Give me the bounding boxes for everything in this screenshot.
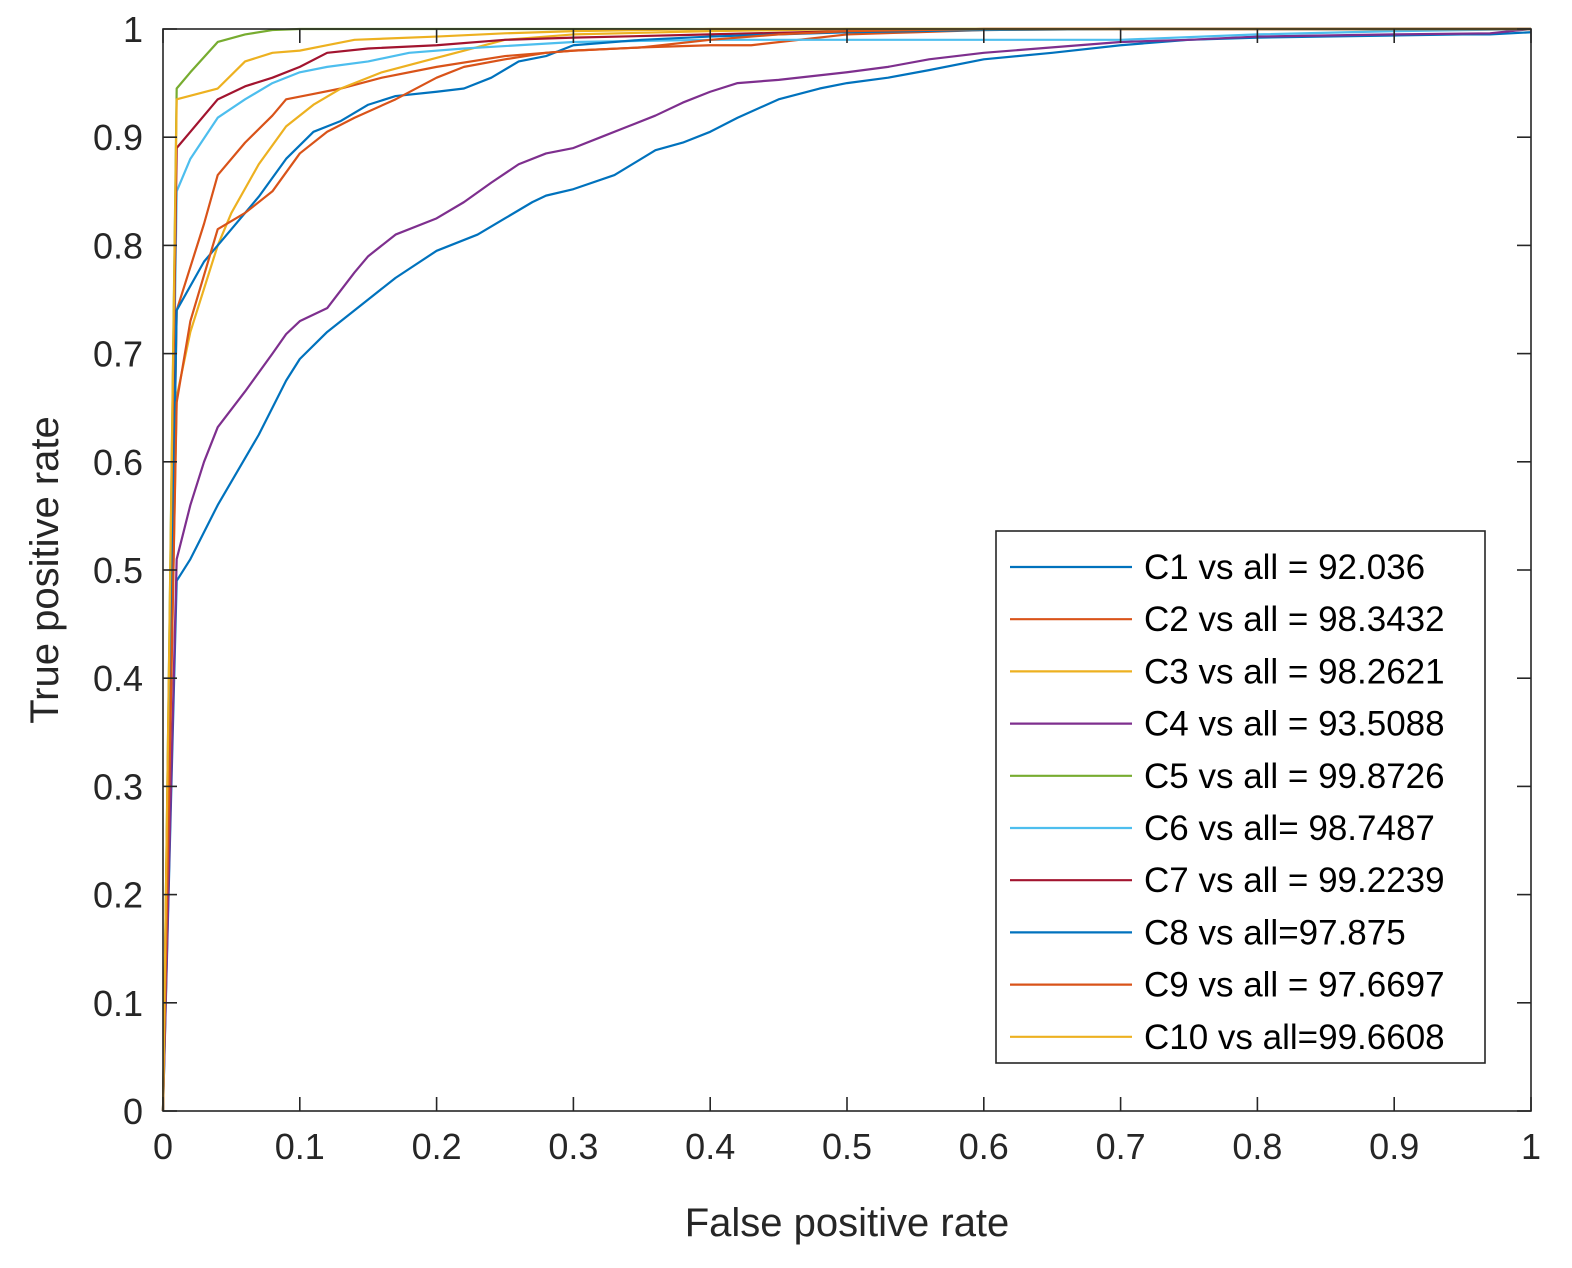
series-line-c2 [161, 27, 1531, 1112]
x-axis-label: False positive rate [685, 1201, 1010, 1245]
x-tick-label: 0 [153, 1126, 173, 1167]
x-tick-label: 0.5 [822, 1126, 872, 1167]
series-line-c9 [161, 27, 1531, 1112]
y-tick-label: 0 [123, 1091, 143, 1132]
y-tick-label: 0.8 [93, 225, 143, 266]
series-line-c7 [161, 27, 1531, 1112]
x-tick-label: 0.6 [959, 1126, 1009, 1167]
legend-label-c5: C5 vs all = 99.8726 [1144, 757, 1445, 796]
legend-label-c2: C2 vs all = 98.3432 [1144, 600, 1445, 639]
legend-label-c6: C6 vs all= 98.7487 [1144, 809, 1435, 848]
x-tick-label: 0.3 [548, 1126, 598, 1167]
legend-label-c9: C9 vs all = 97.6697 [1144, 966, 1445, 1005]
y-tick-label: 0.4 [93, 658, 143, 699]
legend-label-c7: C7 vs all = 99.2239 [1144, 861, 1445, 900]
legend-label-c3: C3 vs all = 98.2621 [1144, 652, 1445, 691]
x-tick-label: 0.8 [1232, 1126, 1282, 1167]
legend-label-c8: C8 vs all=97.875 [1144, 913, 1406, 952]
x-tick-label: 1 [1521, 1126, 1541, 1167]
x-tick-label: 0.4 [685, 1126, 735, 1167]
x-tick-label: 0.9 [1369, 1126, 1419, 1167]
y-tick-label: 0.7 [93, 334, 143, 375]
series-line-c4 [161, 27, 1532, 1112]
x-tick-label: 0.1 [275, 1126, 325, 1167]
legend-label-c1: C1 vs all = 92.036 [1144, 548, 1425, 587]
y-tick-label: 1 [123, 9, 143, 50]
x-tick-label: 0.2 [412, 1126, 462, 1167]
y-tick-label: 0.6 [93, 442, 143, 483]
y-tick-label: 0.9 [93, 117, 143, 158]
series-line-c3 [161, 27, 1531, 1112]
y-tick-label: 0.2 [93, 875, 143, 916]
y-tick-label: 0.5 [93, 550, 143, 591]
ticks-layer: 0 0.1 0.2 0.3 0.4 0.5 0.6 0.7 0.8 0.9 1 0 0.1 0.2 0.3 0… [93, 9, 1541, 1167]
legend-label-c10: C10 vs all=99.6608 [1144, 1018, 1445, 1057]
series-line-c6 [161, 27, 1532, 1112]
legend-label-c4: C4 vs all = 93.5088 [1144, 705, 1445, 744]
y-tick-label: 0.3 [93, 766, 143, 807]
y-axis-label: True positive rate [23, 416, 67, 724]
legend: C1 vs all = 92.036 C2 vs all = 98.3432 C3 … [995, 530, 1486, 1064]
x-tick-label: 0.7 [1096, 1126, 1146, 1167]
y-tick-label: 0.1 [93, 983, 143, 1024]
